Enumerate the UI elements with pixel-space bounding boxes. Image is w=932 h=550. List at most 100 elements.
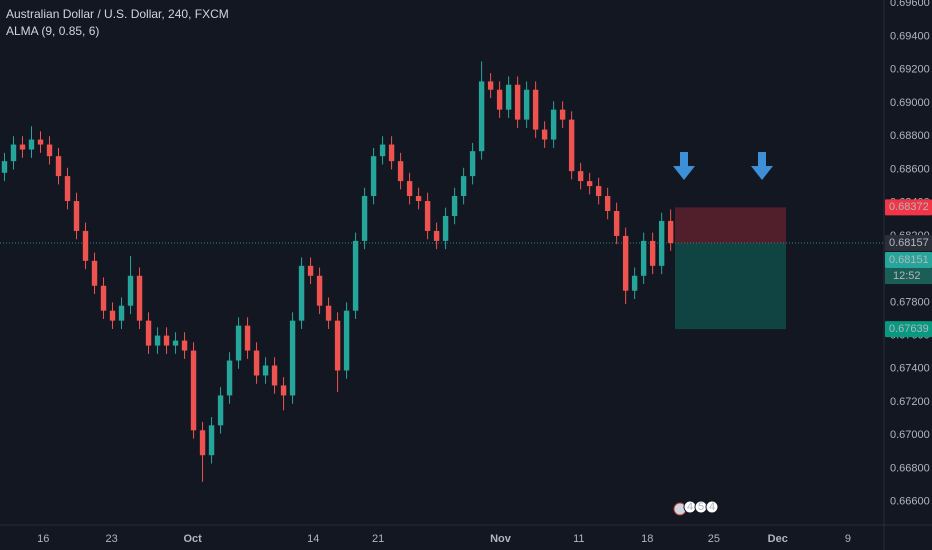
bid-price: 0.68151 <box>889 254 929 266</box>
x-tick-label: Nov <box>490 533 512 545</box>
candle-body <box>370 156 377 197</box>
candle-body <box>154 335 161 346</box>
candle-body <box>226 360 233 396</box>
candle-body <box>64 176 71 202</box>
candle-body <box>244 325 251 351</box>
candle-body <box>46 144 53 157</box>
candle-body <box>136 275 143 321</box>
candle-body <box>289 320 296 396</box>
candle-body <box>199 430 206 456</box>
candle-body <box>451 196 458 216</box>
y-tick-label: 0.67800 <box>890 296 930 308</box>
candle-body <box>406 181 413 197</box>
last-price: 0.68157 <box>889 237 929 249</box>
candle-body <box>586 181 593 187</box>
candle-body <box>55 156 62 177</box>
bid-price-bg <box>885 252 932 269</box>
candle-body <box>37 139 44 145</box>
candle-body <box>352 240 359 311</box>
y-tick-label: 0.67400 <box>890 363 930 375</box>
y-tick-label: 0.69400 <box>890 30 930 42</box>
candle-body <box>316 275 323 306</box>
candle-body <box>433 230 440 241</box>
candle-body <box>28 139 35 150</box>
candle-body <box>640 240 647 276</box>
chart-subtitle: ALMA (9, 0.85, 6) <box>6 24 99 38</box>
x-tick-label: 25 <box>708 533 720 545</box>
chart-title: Australian Dollar / U.S. Dollar, 240, FX… <box>6 7 229 21</box>
candle-body <box>442 215 449 241</box>
candle-body <box>397 161 404 182</box>
candle-body <box>262 365 269 376</box>
candle-body <box>532 89 539 130</box>
candle-body <box>100 285 107 311</box>
candle-body <box>298 265 305 321</box>
candle-body <box>343 310 350 371</box>
candle-body <box>91 260 98 286</box>
candle-body <box>550 109 557 140</box>
candle-body <box>514 84 521 120</box>
candles <box>1 61 674 482</box>
candle-body <box>163 335 170 346</box>
y-tick-label: 0.67200 <box>890 396 930 408</box>
candle-body <box>271 365 278 386</box>
candle-body <box>613 210 620 236</box>
x-tick-label: 21 <box>372 533 384 545</box>
candle-body <box>19 144 26 150</box>
y-tick-label: 0.66600 <box>890 496 930 508</box>
target-price: 0.67639 <box>889 323 929 335</box>
candle-body <box>145 320 152 346</box>
candle-body <box>649 240 656 266</box>
x-tick-label: 18 <box>641 533 653 545</box>
candle-body <box>505 84 512 110</box>
candle-body <box>1 161 8 173</box>
candle-body <box>631 275 638 291</box>
x-tick-label: 11 <box>573 533 584 545</box>
candle-body <box>496 89 503 110</box>
x-tick-label: Dec <box>768 533 788 545</box>
countdown-bg <box>885 268 932 285</box>
x-tick-label: 14 <box>307 533 319 545</box>
candle-body <box>487 81 494 90</box>
candle-body <box>235 325 242 361</box>
candle-body <box>577 171 584 182</box>
x-tick-label: 9 <box>845 533 851 545</box>
candle-body <box>118 305 125 321</box>
stop-price: 0.68372 <box>889 201 929 213</box>
candle-body <box>10 144 17 162</box>
price-labels: 0.68372 0.68157 0.68151 12:52 0.67639 4 5 4 <box>673 199 932 516</box>
candle-body <box>307 265 314 276</box>
candle-body <box>424 201 431 231</box>
candle-body <box>334 320 341 371</box>
stop-price-bg <box>885 199 932 216</box>
event-label: 4 <box>709 501 715 513</box>
y-tick-label: 0.66800 <box>890 462 930 474</box>
candle-body <box>568 119 575 172</box>
candle-body <box>622 235 629 291</box>
candle-body <box>379 144 386 157</box>
candle-body <box>460 176 467 197</box>
event-label: 5 <box>698 501 704 513</box>
target-zone <box>675 243 786 330</box>
candle-body <box>361 196 368 241</box>
candle-body <box>469 151 476 177</box>
y-tick-label: 0.69600 <box>890 0 930 9</box>
candle-body <box>190 350 197 431</box>
down-arrow <box>673 152 695 180</box>
x-tick-label: 23 <box>106 533 118 545</box>
candle-body <box>73 201 80 231</box>
event-icon <box>705 500 719 514</box>
candle-body <box>280 385 287 396</box>
y-tick-label: 0.68600 <box>890 163 930 175</box>
candle-body <box>208 425 215 456</box>
candle-body <box>127 275 134 306</box>
position-tool <box>675 207 786 330</box>
candle-body <box>82 230 89 261</box>
y-tick-label: 0.68800 <box>890 130 930 142</box>
x-tick-label: Oct <box>183 533 202 545</box>
candle-body <box>604 196 611 211</box>
candle-body <box>415 196 422 202</box>
arrows <box>673 152 773 180</box>
candle-body <box>478 81 485 152</box>
